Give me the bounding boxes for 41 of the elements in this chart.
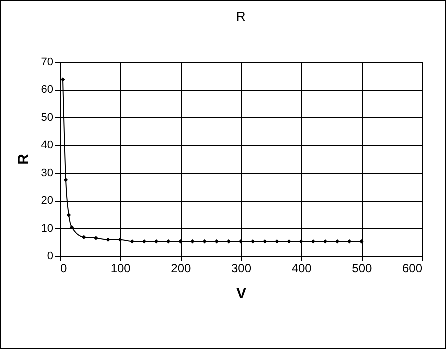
- point: [250, 239, 256, 244]
- x-tick-label: 600: [402, 262, 423, 276]
- x-tick-label: 500: [352, 262, 372, 276]
- chart-title: R: [236, 9, 246, 24]
- y-tick-label: 10: [41, 222, 54, 235]
- y-tick-label: 50: [41, 112, 54, 124]
- point: [70, 225, 74, 230]
- x-tick-label: 300: [231, 262, 252, 276]
- x-tick-label: 200: [171, 262, 192, 276]
- point: [347, 239, 352, 244]
- x-axis-title: V: [236, 286, 247, 302]
- y-tick-label: 70: [41, 56, 54, 68]
- x-tick-label: 100: [110, 262, 132, 276]
- point: [202, 239, 207, 244]
- point: [178, 239, 183, 244]
- point: [130, 239, 135, 244]
- point: [238, 239, 244, 244]
- point: [311, 239, 316, 244]
- y-tick-label: 40: [41, 140, 54, 152]
- point: [263, 239, 268, 244]
- y-tick-label: 60: [41, 84, 54, 96]
- point: [360, 239, 364, 244]
- point: [94, 236, 98, 240]
- point: [166, 239, 171, 244]
- point: [335, 239, 340, 244]
- point: [323, 239, 328, 244]
- x-tick-label: 0: [60, 262, 68, 276]
- point: [142, 239, 147, 244]
- point: [82, 235, 86, 240]
- y-tick-label: 0: [47, 250, 54, 262]
- y-tick-label: 20: [41, 195, 54, 208]
- point: [275, 239, 280, 244]
- point: [118, 238, 122, 242]
- y-tick-label: 30: [41, 167, 54, 180]
- point: [214, 239, 219, 244]
- point: [226, 239, 232, 244]
- point: [299, 239, 304, 244]
- y-axis-title: R: [15, 154, 32, 165]
- x-tick-label: 400: [292, 262, 312, 276]
- point: [64, 178, 68, 182]
- point: [154, 239, 159, 244]
